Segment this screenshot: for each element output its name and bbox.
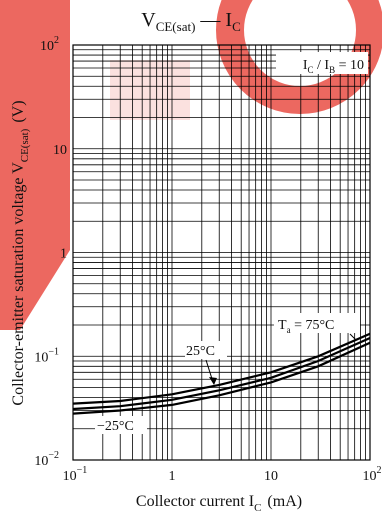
series-label-neg25-bg [95, 416, 147, 434]
y-tick-label: 10 [53, 143, 67, 158]
x-axis-label: Collector current IC (mA) [136, 493, 302, 514]
series-label-25-bg [185, 341, 227, 359]
series-label-75-leader [349, 333, 357, 341]
chart-title: VCE(sat) — IC [141, 9, 241, 34]
plot-frame [72, 44, 371, 461]
condition-box-bg [276, 52, 368, 74]
series-label-75: Ta = 75°C [278, 318, 334, 335]
y-tick-label: 10−2 [34, 450, 59, 469]
series-label-25-arrowhead [209, 377, 217, 385]
curves [72, 332, 371, 415]
x-tick-label: 10−1 [63, 465, 88, 484]
x-tick-label: 102 [363, 465, 382, 484]
series-label-75-bg [274, 313, 360, 333]
series-line-0 [72, 332, 371, 405]
y-tick-label: 10−1 [34, 346, 59, 365]
series-line-2 [72, 341, 371, 415]
series-label-neg25: −25°C [97, 419, 134, 434]
watermark [0, 0, 382, 330]
x-tick-label: 10 [264, 469, 278, 484]
x-tick-label: 1 [169, 469, 176, 484]
y-axis-label: Collector-emitter saturation voltage VCE… [10, 100, 31, 405]
condition-label: IC / IB = 10 [303, 58, 364, 75]
series-line-1 [72, 336, 371, 411]
y-tick-label: 102 [40, 35, 59, 54]
series-label-25: 25°C [186, 344, 215, 359]
y-tick-label: 1 [60, 247, 67, 262]
